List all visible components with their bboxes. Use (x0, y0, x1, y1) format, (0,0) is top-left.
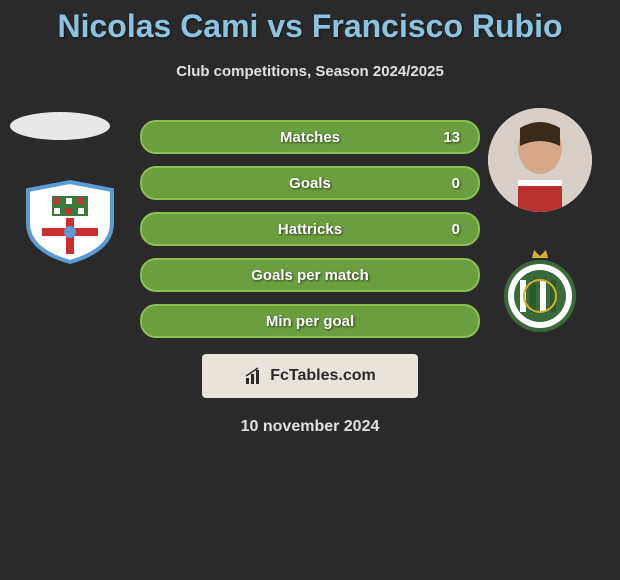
club-left-badge (20, 178, 120, 264)
stat-row-hattricks: Hattricks 0 (140, 212, 480, 246)
stat-label: Min per goal (266, 313, 354, 330)
stat-value: 0 (452, 175, 460, 192)
stat-row-mpg: Min per goal (140, 304, 480, 338)
comparison-content: Matches 13 Goals 0 Hattricks 0 Goals per… (0, 120, 620, 436)
chart-icon (244, 366, 264, 386)
club-right-badge (490, 248, 590, 334)
stat-label: Matches (280, 129, 340, 146)
player-right-avatar (488, 108, 592, 212)
stat-label: Hattricks (278, 221, 342, 238)
date-label: 10 november 2024 (0, 418, 620, 436)
stat-value: 0 (452, 221, 460, 238)
stats-container: Matches 13 Goals 0 Hattricks 0 Goals per… (140, 120, 480, 338)
stat-label: Goals per match (251, 267, 369, 284)
stat-row-goals: Goals 0 (140, 166, 480, 200)
player-left-placeholder (10, 112, 110, 140)
stat-row-matches: Matches 13 (140, 120, 480, 154)
brand-badge: FcTables.com (202, 354, 418, 398)
brand-text: FcTables.com (270, 367, 376, 385)
page-subtitle: Club competitions, Season 2024/2025 (0, 63, 620, 80)
page-title: Nicolas Cami vs Francisco Rubio (0, 0, 620, 45)
stat-label: Goals (289, 175, 331, 192)
stat-row-gpm: Goals per match (140, 258, 480, 292)
stat-value: 13 (443, 129, 460, 146)
